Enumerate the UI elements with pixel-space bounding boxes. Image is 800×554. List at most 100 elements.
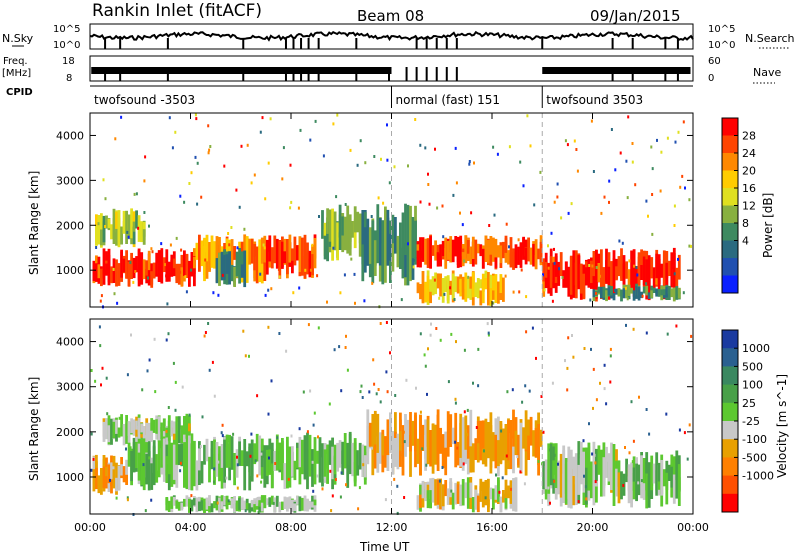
power-speckle xyxy=(235,188,238,192)
power-speckle xyxy=(598,274,601,278)
velocity-speckle xyxy=(287,477,290,481)
velocity-cell xyxy=(429,490,432,509)
power-cell xyxy=(220,251,224,281)
power-speckle xyxy=(388,181,391,185)
time-tick-label: 00:00 xyxy=(74,521,106,534)
power-speckle xyxy=(666,136,669,140)
velocity-speckle xyxy=(339,495,342,499)
power-cell xyxy=(665,286,669,298)
power-speckle xyxy=(558,267,561,271)
velocity-cell xyxy=(481,420,485,449)
velocity-speckle xyxy=(557,462,559,466)
power-speckle xyxy=(339,291,342,295)
power-speckle xyxy=(259,130,262,134)
power-cell xyxy=(657,273,661,295)
velocity-cell xyxy=(474,489,478,510)
velocity-speckle xyxy=(100,383,102,387)
velocity-colorbar-label: Velocity [m s^-1] xyxy=(775,374,789,478)
power-cell xyxy=(660,263,664,278)
velocity-speckle xyxy=(221,423,224,427)
velocity-speckle xyxy=(154,390,157,394)
power-cell xyxy=(281,247,284,259)
power-cell xyxy=(559,252,563,276)
velocity-cell xyxy=(313,499,317,506)
velocity-speckle xyxy=(227,499,230,503)
velocity-cell xyxy=(451,492,455,510)
power-cell xyxy=(200,240,204,267)
velocity-speckle xyxy=(506,390,509,394)
velocity-cell xyxy=(177,501,181,511)
power-speckle xyxy=(102,178,105,182)
power-speckle xyxy=(493,213,496,217)
velocity-speckle xyxy=(475,426,478,429)
power-cell xyxy=(250,238,254,264)
velocity-cell xyxy=(132,419,136,436)
power-speckle xyxy=(539,170,542,174)
velocity-cell xyxy=(487,422,490,459)
velocity-speckle xyxy=(595,398,598,402)
power-cell xyxy=(115,212,118,229)
velocity-speckle xyxy=(285,349,288,353)
power-speckle xyxy=(470,211,473,215)
velocity-speckle xyxy=(213,480,215,484)
velocity-cell xyxy=(637,464,641,496)
power-speckle xyxy=(595,291,597,295)
range-tick-label: 4000 xyxy=(56,129,84,142)
colorbar-swatch xyxy=(722,135,738,154)
power-speckle xyxy=(619,151,622,155)
velocity-cell xyxy=(288,496,292,509)
velocity-cell xyxy=(268,501,272,507)
velocity-speckle xyxy=(130,333,132,337)
power-speckle xyxy=(452,193,455,197)
power-speckle xyxy=(164,263,166,267)
velocity-cell xyxy=(549,444,553,486)
power-cell xyxy=(492,250,495,262)
power-speckle xyxy=(547,244,549,248)
colorbar-swatch xyxy=(722,275,738,294)
power-cell xyxy=(620,248,623,279)
velocity-speckle xyxy=(333,348,336,352)
power-cell xyxy=(172,264,176,277)
power-speckle xyxy=(147,276,149,280)
velocity-speckle xyxy=(424,364,427,368)
velocity-cell xyxy=(97,475,101,494)
power-speckle xyxy=(240,144,243,148)
power-speckle xyxy=(126,230,129,234)
power-speckle xyxy=(419,143,422,147)
power-cell xyxy=(615,288,618,295)
velocity-speckle xyxy=(249,454,252,458)
power-speckle xyxy=(332,246,335,250)
velocity-cell xyxy=(140,435,144,485)
power-cell xyxy=(497,281,500,304)
power-cell xyxy=(396,235,400,268)
power-cell xyxy=(419,250,422,268)
velocity-cell xyxy=(434,479,437,506)
power-speckle xyxy=(194,113,197,117)
velocity-speckle xyxy=(511,388,514,392)
velocity-cell xyxy=(502,490,505,503)
power-speckle xyxy=(517,238,520,242)
velocity-cell xyxy=(220,444,224,468)
power-cell xyxy=(605,290,608,299)
velocity-speckle xyxy=(165,429,168,433)
power-cell xyxy=(205,252,209,279)
velocity-cell xyxy=(512,478,515,506)
power-cell xyxy=(135,256,138,273)
velocity-speckle xyxy=(564,359,566,363)
velocity-cell xyxy=(180,434,184,467)
velocity-cell xyxy=(135,433,138,469)
velocity-speckle xyxy=(384,498,387,502)
power-cell xyxy=(474,239,478,265)
power-cell xyxy=(627,284,631,296)
velocity-speckle xyxy=(357,507,360,511)
velocity-cell xyxy=(577,464,581,495)
power-speckle xyxy=(289,163,292,167)
power-cell xyxy=(522,236,525,256)
velocity-speckle xyxy=(112,466,115,470)
colorbar-tick-label: 4 xyxy=(742,235,749,248)
power-cell xyxy=(384,206,387,283)
power-speckle xyxy=(314,119,317,123)
power-colorbar: 28 24 20 16 12 8 4 xyxy=(721,117,756,294)
power-ylabel: Slant Range [km] xyxy=(27,171,41,275)
velocity-cell xyxy=(190,502,194,512)
